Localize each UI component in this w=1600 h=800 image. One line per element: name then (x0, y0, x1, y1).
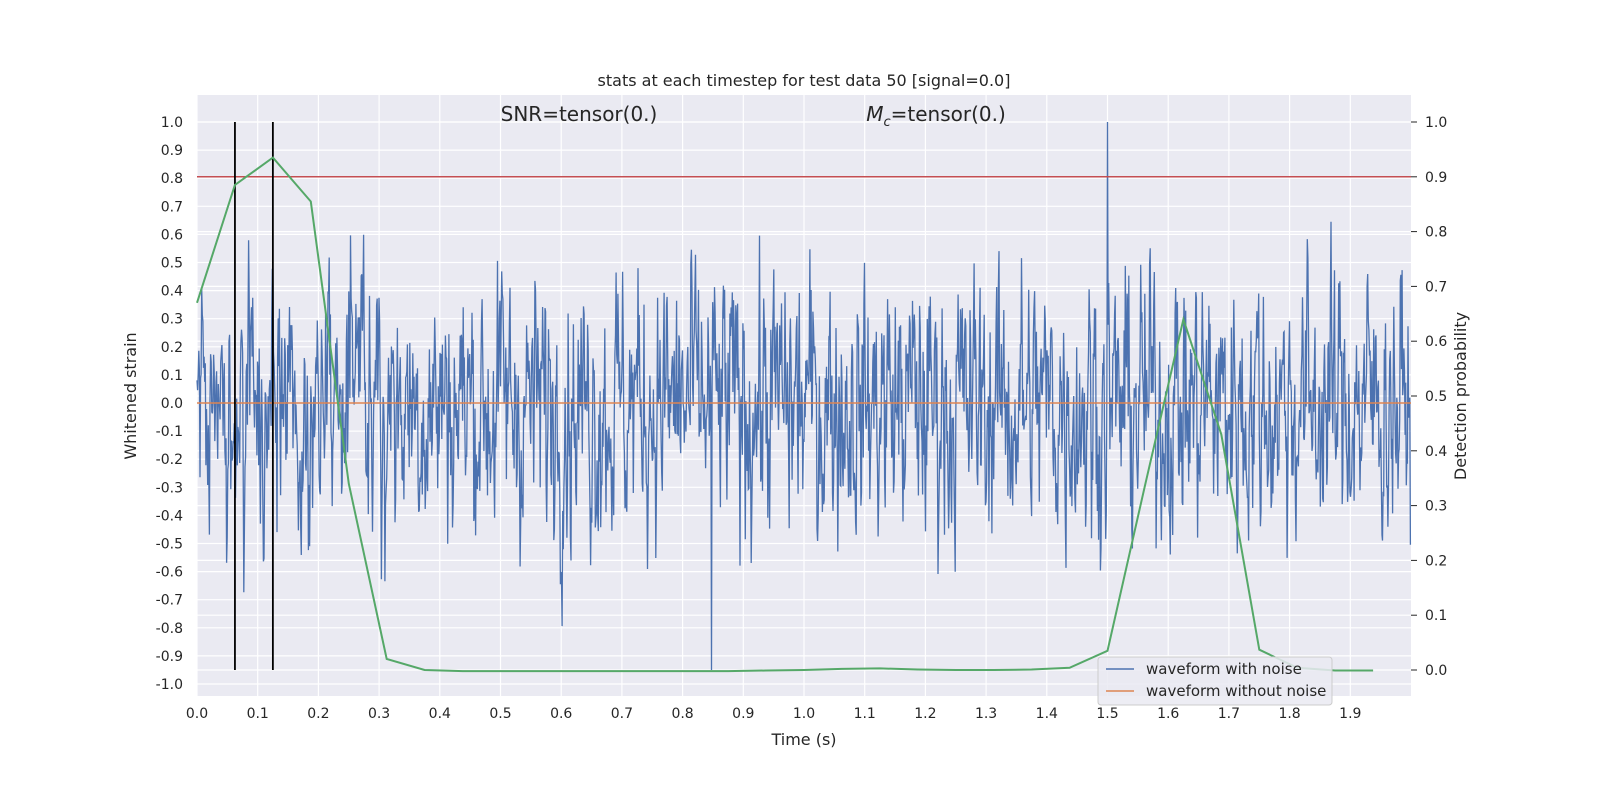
x-tick-label: 1.5 (1096, 706, 1118, 722)
y-tick-label: 0.3 (161, 312, 183, 328)
x-tick-label: 1.1 (854, 706, 876, 722)
y-tick-label: -0.8 (156, 621, 183, 637)
y2-tick-label: 0.9 (1425, 170, 1447, 186)
legend-label-noisy: waveform with noise (1146, 660, 1302, 678)
y-tick-label: 0.6 (161, 227, 183, 243)
x-tick-label: 0.6 (550, 706, 572, 722)
x-tick-label: 0.7 (611, 706, 633, 722)
y2-axis-label: Detection probability (1451, 312, 1470, 480)
y2-tick-label: 0.5 (1425, 389, 1447, 405)
y-tick-label: 0.8 (161, 171, 183, 187)
y-tick-label: 1.0 (161, 115, 183, 131)
x-tick-label: 0.1 (247, 706, 269, 722)
y2-tick-label: 0.3 (1425, 499, 1447, 515)
x-tick-label: 1.2 (914, 706, 936, 722)
y2-tick-label: 0.6 (1425, 334, 1447, 350)
x-tick-label: 1.3 (975, 706, 997, 722)
series-waveform-with-noise (196, 121, 1412, 671)
x-tick-label: 1.4 (1036, 706, 1058, 722)
legend: waveform with noise waveform without noi… (1097, 656, 1333, 706)
y-tick-label: 0.2 (161, 340, 183, 356)
y2-tick-label: 0.2 (1425, 553, 1447, 569)
snr-annotation: SNR=tensor(0.) (501, 102, 658, 126)
legend-box (1097, 656, 1333, 706)
y-tick-label: 0.1 (161, 368, 183, 384)
y-tick-label: 0.0 (161, 396, 183, 412)
y2-tick-label: 1.0 (1425, 115, 1447, 131)
x-tick-label: 0.5 (489, 706, 511, 722)
y-tick-label: 0.4 (161, 284, 183, 300)
series-detection-probability (196, 156, 1374, 673)
y-tick-label: -0.6 (156, 565, 183, 581)
series-layer (196, 121, 1412, 673)
chirp-mass-annotation: Mc=tensor(0.) (866, 102, 1006, 130)
legend-label-clean: waveform without noise (1146, 682, 1326, 700)
x-tick-label: 0.0 (186, 706, 208, 722)
x-tick-label: 1.6 (1157, 706, 1179, 722)
y2-tick-label: 0.4 (1425, 444, 1447, 460)
y-tick-label: -0.5 (156, 537, 183, 553)
y-tick-label: -0.1 (156, 424, 183, 440)
y2-tick-label: 0.7 (1425, 279, 1447, 295)
y-tick-label: -0.4 (156, 508, 183, 524)
y-tick-label: -0.9 (156, 649, 183, 665)
y-tick-label: -1.0 (156, 677, 183, 693)
x-tick-label: 1.8 (1278, 706, 1300, 722)
y-tick-label: 0.9 (161, 143, 183, 159)
y-tick-label: -0.3 (156, 480, 183, 496)
x-tick-label: 1.9 (1339, 706, 1361, 722)
x-tick-label: 0.2 (307, 706, 329, 722)
ticks: 0.0 0.1 0.2 0.3 0.4 0.5 0.6 0.7 0.8 0.9 1.0 1.1 1.2 1… (156, 115, 1448, 722)
x-tick-label: 0.9 (732, 706, 754, 722)
y-tick-label: -0.7 (156, 593, 183, 609)
y2-tick-label: 0.0 (1425, 663, 1447, 679)
x-tick-label: 1.7 (1218, 706, 1240, 722)
y-axis-label: Whitened strain (121, 332, 140, 459)
x-axis-label: Time (s) (770, 730, 836, 749)
x-tick-label: 1.0 (793, 706, 815, 722)
y2-tick-label: 0.1 (1425, 608, 1447, 624)
y-tick-label: 0.5 (161, 256, 183, 272)
chart-title: stats at each timestep for test data 50 … (598, 71, 1011, 90)
x-tick-label: 0.4 (429, 706, 451, 722)
grid (196, 95, 1411, 696)
y2-tick-label: 0.8 (1425, 225, 1447, 241)
y-tick-label: 0.7 (161, 199, 183, 215)
x-tick-label: 0.8 (671, 706, 693, 722)
x-tick-label: 0.3 (368, 706, 390, 722)
y-tick-label: -0.2 (156, 452, 183, 468)
